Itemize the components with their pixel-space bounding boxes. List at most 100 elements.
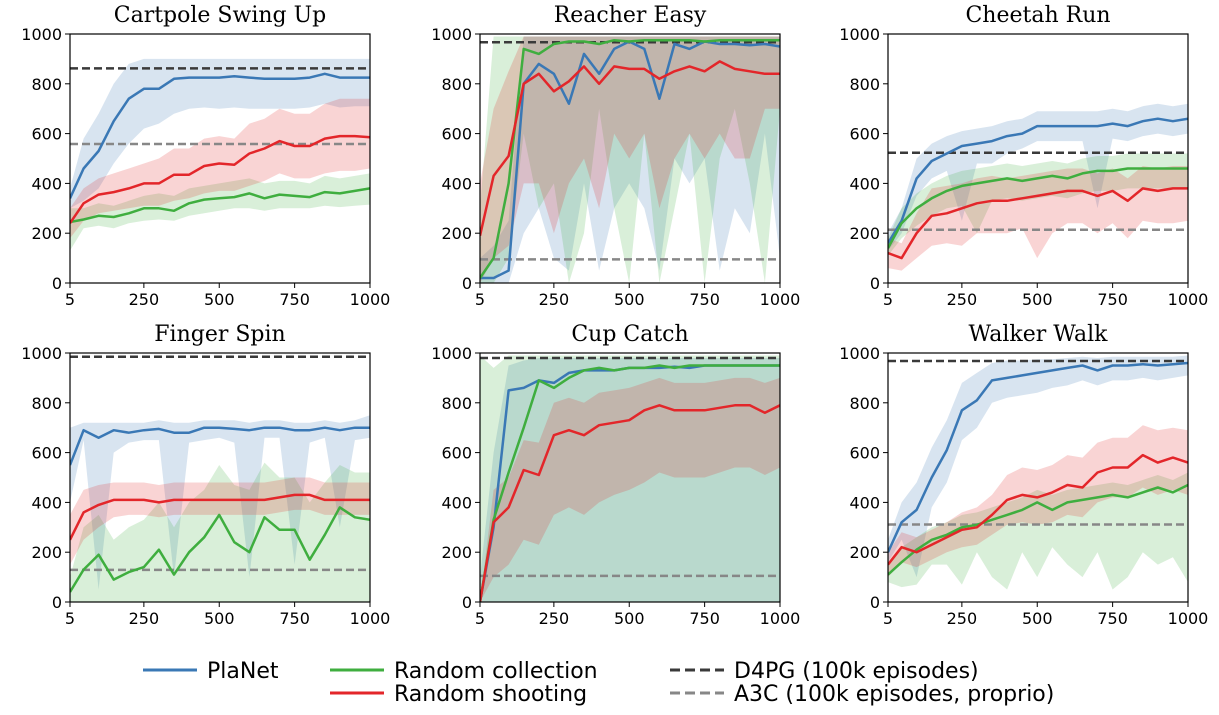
y-tick-label: 600 [31, 125, 62, 144]
y-tick-label: 1000 [431, 344, 472, 363]
planet-band [70, 58, 370, 209]
plot-area [480, 36, 780, 283]
chart-title: Finger Spin [154, 322, 285, 347]
x-tick-label: 500 [614, 290, 645, 309]
plot-area [480, 355, 780, 602]
plot-area [888, 103, 1188, 271]
random-shooting-line [70, 134, 370, 224]
planet-band [70, 415, 370, 590]
x-tick-label: 500 [204, 609, 235, 628]
chart-title: Walker Walk [969, 322, 1109, 347]
x-tick-label: 750 [689, 290, 720, 309]
y-tick-label: 600 [31, 444, 62, 463]
x-tick-label: 500 [204, 290, 235, 309]
y-tick-label: 400 [31, 174, 62, 193]
x-tick-label: 1000 [760, 290, 801, 309]
plot-frame [479, 352, 781, 603]
x-tick-label: 1000 [1168, 290, 1209, 309]
y-tick-label: 200 [849, 543, 880, 562]
y-tick-label: 1000 [21, 344, 62, 363]
y-tick-label: 0 [870, 593, 880, 612]
y-tick-label: 400 [849, 493, 880, 512]
random-collection-band [480, 36, 780, 283]
chart-cheetah-run: 0 200 400 600 800 1000 5 250 500 750 1000 Cheetah R… [839, 3, 1208, 309]
y-tick-label: 200 [441, 543, 472, 562]
x-tick-label: 750 [279, 290, 310, 309]
legend-label: PlaNet [207, 659, 279, 684]
x-tick-label: 5 [475, 290, 485, 309]
random-collection-band [888, 472, 1188, 590]
x-tick-label: 750 [1097, 290, 1128, 309]
x-tick-label: 5 [883, 290, 893, 309]
random-collection-band [888, 153, 1188, 256]
y-tick-label: 400 [849, 174, 880, 193]
y-tick-label: 200 [441, 224, 472, 243]
x-tick-label: 250 [129, 609, 160, 628]
random-shooting-band [888, 425, 1188, 578]
x-tick-label: 5 [65, 290, 75, 309]
x-tick-label: 500 [1022, 290, 1053, 309]
x-tick-label: 1000 [760, 609, 801, 628]
y-tick-label: 400 [441, 493, 472, 512]
legend-label: A3C (100k episodes, proprio) [734, 682, 1054, 707]
legend-item-a3c: A3C (100k episodes, proprio) [670, 682, 1054, 707]
y-tick-label: 0 [52, 593, 62, 612]
y-tick-label: 0 [462, 274, 472, 293]
x-tick-label: 5 [65, 609, 75, 628]
x-tick-label: 1000 [1168, 609, 1209, 628]
legend-item-random-shooting: Random shooting [330, 682, 587, 707]
plot-frame [887, 352, 1189, 603]
legend-item-random-collection: Random collection [330, 659, 598, 684]
y-tick-label: 0 [870, 274, 880, 293]
random-collection-line [888, 167, 1188, 249]
chart-title: Cartpole Swing Up [114, 3, 327, 28]
plot-frame [69, 33, 371, 284]
y-tick-label: 200 [849, 224, 880, 243]
y-tick-label: 0 [52, 274, 62, 293]
chart-title: Cup Catch [571, 322, 688, 347]
planet-band [480, 358, 780, 602]
random-shooting-line [888, 187, 1188, 260]
random-shooting-line [480, 404, 780, 602]
plot-frame [69, 352, 371, 603]
random-shooting-band [480, 36, 780, 283]
random-shooting-line [480, 60, 780, 236]
random-shooting-band [70, 98, 370, 239]
random-shooting-band [888, 166, 1188, 271]
y-tick-label: 0 [462, 593, 472, 612]
random-shooting-line [888, 453, 1188, 566]
legend-label: D4PG (100k episodes) [734, 659, 979, 684]
y-tick-label: 600 [849, 125, 880, 144]
x-tick-label: 250 [539, 609, 570, 628]
random-collection-line [70, 506, 370, 593]
x-tick-label: 5 [475, 609, 485, 628]
chart-finger-spin: 0 200 400 600 800 1000 5 250 500 750 1000 Finger Sp… [21, 322, 390, 628]
planet-band [888, 103, 1188, 251]
x-tick-label: 1000 [350, 290, 391, 309]
random-collection-line [70, 187, 370, 224]
x-tick-label: 250 [947, 290, 978, 309]
x-tick-label: 250 [539, 290, 570, 309]
y-tick-label: 600 [849, 444, 880, 463]
y-tick-label: 1000 [839, 344, 880, 363]
legend-label: Random collection [394, 659, 598, 684]
random-collection-line [480, 364, 780, 602]
random-collection-line [480, 38, 780, 279]
plot-frame [887, 33, 1189, 284]
plot-area [70, 58, 370, 251]
planet-band [480, 36, 780, 283]
y-tick-label: 1000 [431, 25, 472, 44]
planet-line [70, 72, 370, 199]
x-tick-label: 1000 [350, 609, 391, 628]
y-tick-label: 800 [31, 75, 62, 94]
chart-title: Reacher Easy [554, 3, 707, 28]
plot-frame [479, 33, 781, 284]
y-tick-label: 600 [441, 125, 472, 144]
x-tick-label: 750 [279, 609, 310, 628]
x-tick-label: 250 [129, 290, 160, 309]
chart-cartpole-swing-up: 0 200 400 600 800 1000 5 250 500 750 1000 Cartpole … [21, 3, 390, 309]
planet-line [888, 361, 1188, 553]
chart-reacher-easy: 0 200 400 600 800 1000 5 250 500 750 1000 Reacher E… [431, 3, 800, 309]
